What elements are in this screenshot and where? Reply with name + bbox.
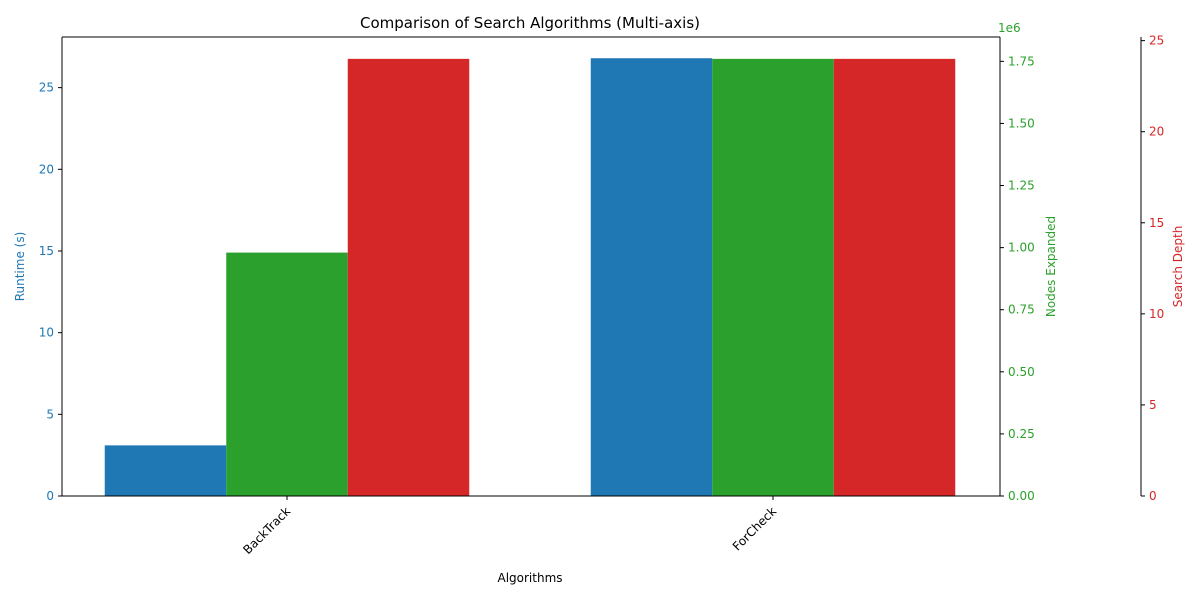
bar-group <box>104 58 956 497</box>
y-tick-label: 0 <box>46 489 54 503</box>
y-tick-label: 5 <box>46 407 54 421</box>
x-tick-label: ForCheck <box>730 504 779 553</box>
bar-runtime-backtrack <box>104 445 227 496</box>
y-tick-label: 1.25 <box>1008 179 1035 193</box>
y-tick-label: 5 <box>1149 398 1157 412</box>
bar-runtime-forcheck <box>590 58 713 497</box>
y-tick-label: 1.00 <box>1008 241 1035 255</box>
x-tick-label: BackTrack <box>240 504 293 557</box>
y-tick-label: 20 <box>39 162 54 176</box>
bar-search-depth-forcheck <box>833 58 956 496</box>
y-tick-label: 10 <box>1149 307 1164 321</box>
y-tick-label: 10 <box>39 326 54 340</box>
y-tick-label: 0 <box>1149 489 1157 503</box>
y-axis-title: Runtime (s) <box>13 232 27 302</box>
bar-search-depth-backtrack <box>347 58 470 496</box>
y-tick-label: 0.75 <box>1008 303 1035 317</box>
y-tick-label: 15 <box>39 244 54 258</box>
y-tick-label: 0.25 <box>1008 427 1035 441</box>
y-tick-label: 25 <box>1149 34 1164 48</box>
y-tick-label: 25 <box>39 81 54 95</box>
x-axis-title: Algorithms <box>497 571 562 585</box>
bar-nodes-expanded-forcheck <box>712 58 834 496</box>
y-tick-label: 1.50 <box>1008 116 1035 130</box>
y-tick-label: 1.75 <box>1008 54 1035 68</box>
y-axis-title: Nodes Expanded <box>1044 216 1058 317</box>
y-tick-label: 15 <box>1149 216 1164 230</box>
y-axis-title: Search Depth <box>1171 226 1185 308</box>
y-axis-offset-text: 1e6 <box>998 21 1021 35</box>
bar-nodes-expanded-backtrack <box>226 252 348 496</box>
y-tick-label: 0.50 <box>1008 365 1035 379</box>
y-tick-label: 0.00 <box>1008 489 1035 503</box>
y-tick-label: 20 <box>1149 125 1164 139</box>
chart-title: Comparison of Search Algorithms (Multi-a… <box>360 14 700 32</box>
